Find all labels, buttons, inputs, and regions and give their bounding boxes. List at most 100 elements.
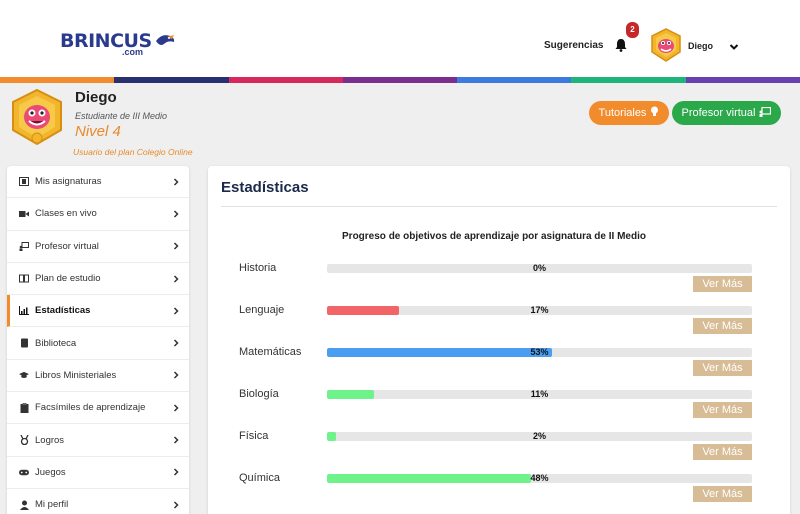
progress-track [327, 264, 752, 273]
chevron-right-icon [173, 242, 179, 250]
subject-label: Química [239, 472, 280, 484]
sidebar-item-label: Biblioteca [35, 337, 77, 349]
sidebar-menu: Mis asignaturas Clases en vivo Profesor vi… [7, 166, 189, 514]
subject-row: Biología 11% Ver Más [208, 388, 790, 430]
subject-row: Química 48% Ver Más [208, 472, 790, 514]
header-user-name[interactable]: Diego [688, 41, 714, 51]
book-icon [19, 338, 29, 348]
progress-track [327, 306, 752, 315]
subject-row: Lenguaje 17% Ver Más [208, 304, 790, 346]
sidebar-item-label: Libros Ministeriales [35, 369, 117, 381]
page-title: Estadísticas [221, 179, 309, 196]
sidebar-item-label: Clases en vivo [35, 208, 97, 220]
progress-bar-fill [327, 348, 553, 357]
color-stripe [0, 77, 800, 83]
sidebar-item-mi-perfil[interactable]: Mi perfil [7, 489, 189, 514]
ver-mas-button[interactable]: Ver Más [693, 276, 752, 292]
bell-icon[interactable] [614, 38, 628, 52]
chevron-down-icon[interactable] [729, 39, 739, 50]
progress-percent-label: 48% [530, 473, 549, 483]
chevron-right-icon [173, 468, 179, 476]
profile-name: Diego [75, 89, 117, 106]
sidebar-item-libros-ministeriales[interactable]: Libros Ministeriales [7, 360, 189, 393]
chevron-right-icon [173, 436, 179, 444]
ver-mas-button[interactable]: Ver Más [693, 360, 752, 376]
logo-text: BRINCUS [60, 30, 152, 52]
sidebar-item-logros[interactable]: Logros [7, 424, 189, 457]
chevron-right-icon [173, 178, 179, 186]
teacher-board-icon [19, 241, 29, 251]
progress-track [327, 432, 752, 441]
sidebar-item-juegos[interactable]: Juegos [7, 457, 189, 489]
lightbulb-icon [650, 106, 659, 120]
sidebar-item-mis-asignaturas[interactable]: Mis asignaturas [7, 166, 189, 199]
sidebar-item-profesor-virtual[interactable]: Profesor virtual [7, 231, 189, 263]
ver-mas-button[interactable]: Ver Más [693, 318, 752, 334]
sidebar-item-biblioteca[interactable]: Biblioteca [7, 327, 189, 360]
sidebar-item-plan-de-estudio[interactable]: Plan de estudio [7, 263, 189, 296]
medal-icon [19, 435, 29, 446]
ver-mas-button[interactable]: Ver Más [693, 444, 752, 460]
profile-plan: Usuario del plan Colegio Online [73, 147, 193, 157]
chevron-right-icon [173, 275, 179, 283]
profile-level: Nivel 4 [75, 123, 121, 140]
progress-percent-label: 17% [530, 305, 549, 315]
subject-row: Física 2% Ver Más [208, 430, 790, 472]
subject-label: Física [239, 430, 269, 442]
profile-avatar [8, 88, 66, 151]
chevron-right-icon [173, 339, 179, 347]
color-stripe-segment [685, 77, 800, 83]
chevron-right-icon [173, 404, 179, 412]
chart-icon [19, 306, 29, 316]
sidebar-item-estadisticas[interactable]: Estadísticas [7, 295, 189, 328]
progress-percent-label: 0% [532, 263, 546, 273]
subject-label: Historia [239, 262, 277, 274]
profile-role: Estudiante de III Medio [75, 111, 168, 121]
chart-title: Progreso de objetivos de aprendizaje por… [342, 231, 646, 242]
color-stripe-segment [342, 77, 458, 83]
color-stripe-segment [114, 77, 229, 83]
logo-com-text: .com [122, 47, 144, 57]
gamepad-icon [19, 467, 29, 477]
tutoriales-button[interactable]: Tutoriales [589, 101, 669, 125]
video-camera-icon [19, 209, 29, 219]
top-header: BRINCUS .com Sugerencias 2 Diego [0, 0, 800, 77]
logo-bird-icon [154, 32, 176, 55]
sidebar-item-label: Plan de estudio [35, 273, 101, 285]
graduation-cap-icon [19, 370, 29, 380]
chevron-right-icon [173, 371, 179, 379]
profesor-virtual-button[interactable]: Profesor virtual [672, 101, 781, 125]
sidebar-item-label: Juegos [35, 466, 66, 478]
subject-row: Historia 0% Ver Más [208, 262, 790, 304]
color-stripe-segment [228, 77, 343, 83]
tutoriales-label: Tutoriales [598, 107, 647, 119]
notification-count-badge[interactable]: 2 [626, 22, 639, 38]
sidebar-item-clases-en-vivo[interactable]: Clases en vivo [7, 198, 189, 231]
progress-track [327, 474, 752, 483]
sidebar-item-label: Logros [35, 434, 65, 446]
color-stripe-segment [571, 77, 686, 83]
sidebar-item-facsimiles-de-aprendizaje[interactable]: Facsímiles de aprendizaje [7, 392, 189, 425]
progress-percent-label: 53% [530, 347, 549, 357]
sugerencias-link[interactable]: Sugerencias [544, 40, 604, 51]
color-stripe-segment [0, 77, 115, 83]
brincus-logo[interactable]: BRINCUS .com [60, 30, 176, 57]
subject-label: Matemáticas [239, 346, 302, 358]
header-avatar[interactable] [649, 28, 683, 67]
sidebar-item-label: Estadísticas [35, 305, 91, 317]
progress-percent-label: 11% [530, 389, 549, 399]
subject-label: Biología [239, 388, 279, 400]
ver-mas-button[interactable]: Ver Más [693, 486, 752, 502]
user-icon [19, 500, 29, 510]
sidebar-item-label: Facsímiles de aprendizaje [35, 402, 146, 414]
subject-row: Matemáticas 53% Ver Más [208, 346, 790, 388]
sidebar-item-label: Mis asignaturas [35, 176, 102, 188]
ver-mas-button[interactable]: Ver Más [693, 402, 752, 418]
sidebar-item-label: Mi perfil [35, 499, 69, 511]
teacher-board-icon [759, 106, 772, 120]
chevron-right-icon [173, 210, 179, 218]
progress-track [327, 390, 752, 399]
title-divider [221, 206, 777, 207]
progress-track [327, 348, 752, 357]
color-stripe-segment [457, 77, 572, 83]
